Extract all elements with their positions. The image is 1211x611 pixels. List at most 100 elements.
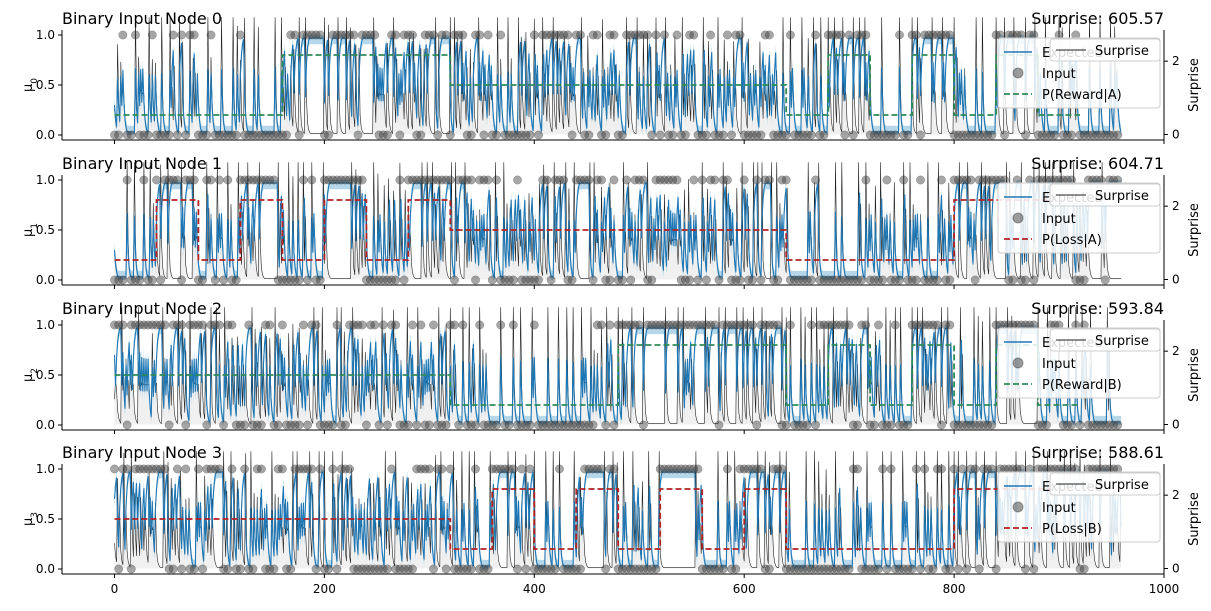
input-point xyxy=(110,130,119,140)
input-point xyxy=(815,564,825,574)
y-axis-label: μ2 xyxy=(21,368,40,382)
input-point xyxy=(555,30,564,40)
input-point xyxy=(567,275,577,285)
input-point xyxy=(815,320,825,330)
input-point xyxy=(941,30,951,40)
input-point xyxy=(303,464,313,474)
y-tick-label: 0.0 xyxy=(36,562,55,576)
input-point xyxy=(462,420,472,430)
input-point xyxy=(273,275,283,285)
input-point xyxy=(588,464,598,474)
input-point xyxy=(378,320,388,330)
input-point xyxy=(848,420,858,430)
input-point xyxy=(731,30,741,40)
input-point xyxy=(382,130,392,140)
input-point xyxy=(953,420,963,430)
input-point xyxy=(152,130,161,140)
input-point xyxy=(827,320,837,330)
input-point xyxy=(420,464,430,474)
input-point xyxy=(429,564,438,574)
input-point xyxy=(479,130,489,140)
input-point xyxy=(806,275,816,285)
input-point xyxy=(613,564,623,574)
input-point xyxy=(601,275,611,285)
input-point xyxy=(399,420,409,430)
input-point xyxy=(210,320,220,330)
input-point xyxy=(924,275,934,285)
legend-surprise-label: Surprise xyxy=(1095,334,1149,349)
input-point xyxy=(538,30,548,40)
input-point xyxy=(504,275,514,285)
input-point xyxy=(827,275,837,285)
panel-surprise-total: Surprise: 593.84 xyxy=(1031,299,1164,318)
input-point xyxy=(722,464,732,474)
input-point xyxy=(832,30,841,40)
input-point xyxy=(576,420,585,430)
input-point xyxy=(1109,130,1119,140)
input-point xyxy=(521,130,531,140)
input-point xyxy=(760,175,770,185)
x-tick-label: 600 xyxy=(733,582,756,596)
input-point xyxy=(1029,564,1039,574)
input-point xyxy=(450,564,459,574)
input-point xyxy=(1100,130,1110,140)
input-point xyxy=(643,320,653,330)
input-point xyxy=(189,30,199,40)
input-point xyxy=(811,564,821,574)
input-point xyxy=(508,130,518,140)
input-point xyxy=(844,564,854,574)
input-point xyxy=(890,320,900,330)
input-point xyxy=(244,564,254,574)
input-point xyxy=(878,464,888,474)
input-point xyxy=(378,275,388,285)
input-point xyxy=(987,420,997,430)
input-point xyxy=(580,175,590,185)
input-point xyxy=(534,420,543,430)
input-point xyxy=(597,130,606,140)
legend-input-label: Input xyxy=(1042,67,1076,82)
input-point xyxy=(408,320,417,330)
input-point xyxy=(462,175,472,185)
input-point xyxy=(1029,275,1039,285)
input-point xyxy=(450,30,459,40)
input-point xyxy=(282,564,292,574)
input-point xyxy=(680,320,690,330)
input-point xyxy=(324,564,334,574)
input-point xyxy=(445,320,455,330)
input-point xyxy=(987,175,997,185)
input-point xyxy=(727,320,737,330)
input-point xyxy=(680,275,690,285)
input-point xyxy=(450,275,459,285)
input-point xyxy=(676,464,686,474)
input-point xyxy=(412,130,422,140)
input-point xyxy=(559,564,569,574)
input-point xyxy=(689,30,699,40)
input-point xyxy=(1113,130,1123,140)
input-point xyxy=(277,464,287,474)
input-point xyxy=(617,275,627,285)
input-point xyxy=(366,275,376,285)
input-point xyxy=(1079,564,1089,574)
input-point xyxy=(202,130,212,140)
input-point xyxy=(878,130,888,140)
input-point xyxy=(722,320,732,330)
input-point xyxy=(794,420,804,430)
input-point xyxy=(429,175,438,185)
surprise-legend-box xyxy=(1049,328,1161,352)
input-point xyxy=(651,564,661,574)
y-right-tick-label: 0 xyxy=(1172,562,1180,576)
input-point xyxy=(811,30,821,40)
input-point xyxy=(168,30,178,40)
input-point xyxy=(764,30,774,40)
input-point xyxy=(924,30,934,40)
input-point xyxy=(303,420,313,430)
input-point xyxy=(513,420,522,430)
input-point xyxy=(361,30,371,40)
input-point xyxy=(853,275,862,285)
input-point xyxy=(231,275,241,285)
input-point xyxy=(277,130,287,140)
input-point xyxy=(974,130,984,140)
input-point xyxy=(853,420,862,430)
input-point xyxy=(458,30,468,40)
input-point xyxy=(697,175,707,185)
